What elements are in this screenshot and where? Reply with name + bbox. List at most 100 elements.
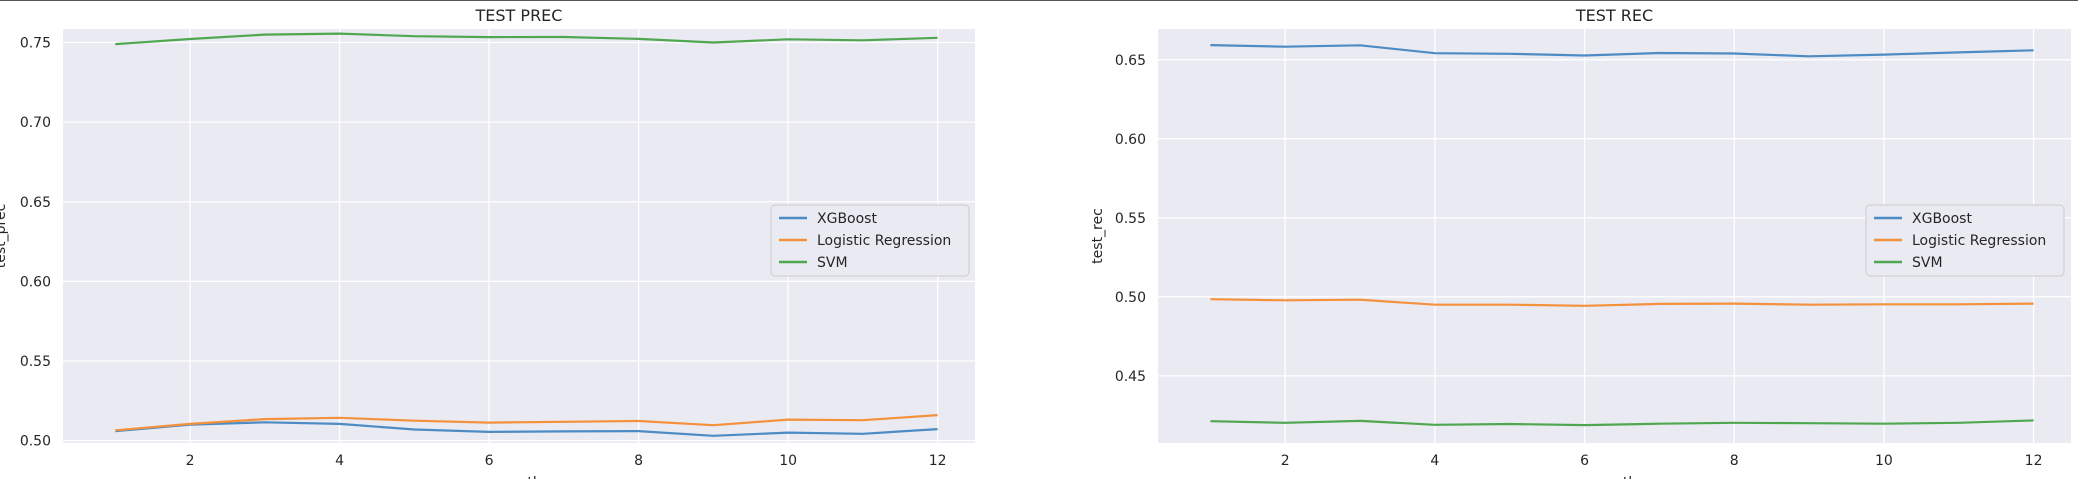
data-point (1434, 424, 1436, 426)
data-point (1958, 303, 1960, 305)
y-tick-label: 0.50 (20, 434, 51, 450)
data-point (189, 38, 191, 40)
data-point (563, 421, 565, 423)
series-line-logistic-regression (115, 414, 938, 432)
data-point (1209, 420, 1211, 422)
data-point (1883, 423, 1885, 425)
series-line-svm (1210, 419, 2034, 427)
x-tick-label: 8 (634, 453, 643, 469)
data-point (1434, 304, 1436, 306)
series-line-xgboost (1210, 44, 2034, 58)
data-point (1658, 52, 1660, 54)
x-axis-label: month (496, 475, 541, 479)
data-point (862, 433, 864, 435)
legend-box (770, 204, 970, 277)
x-tick-label: 4 (335, 453, 344, 469)
x-tick-label: 6 (1580, 453, 1589, 469)
chart-panel-2: 2 4 6 8 10 12 0.45 0.50 0.55 0.60 0.65 TEST REC mont… (1090, 6, 2071, 483)
data-point (1883, 303, 1885, 305)
data-point (1209, 298, 1211, 300)
y-tick-label: 0.60 (20, 274, 51, 290)
data-point (264, 421, 266, 423)
data-point (189, 423, 191, 425)
data-point (787, 431, 789, 433)
data-point (1733, 422, 1735, 424)
x-axis-label: month (1592, 475, 1637, 479)
legend: XGBoost Logistic Regression SVM (770, 204, 970, 277)
data-point (1434, 52, 1436, 54)
y-axis-label: test_prec (0, 204, 9, 269)
data-point (413, 35, 415, 37)
data-point (2032, 302, 2034, 304)
data-point (1583, 54, 1585, 56)
chart-title: TEST PREC (475, 6, 563, 25)
data-point (114, 429, 116, 431)
data-point (637, 38, 639, 40)
data-point (1359, 420, 1361, 422)
y-tick-label: 0.75 (20, 36, 51, 52)
data-point (1808, 304, 1810, 306)
series-line-svm (115, 32, 938, 46)
x-tick-label: 2 (186, 453, 195, 469)
y-tick-label: 0.60 (1115, 132, 1146, 148)
legend-label: XGBoost (1912, 211, 1972, 227)
data-point (936, 428, 938, 430)
data-point (712, 41, 714, 43)
x-tick-label: 10 (1875, 453, 1893, 469)
y-tick-label: 0.65 (1115, 53, 1146, 69)
data-point (637, 420, 639, 422)
x-tick-label: 4 (1430, 453, 1439, 469)
data-point (1284, 45, 1286, 47)
data-point (563, 36, 565, 38)
legend-box (1865, 204, 2065, 277)
legend: XGBoost Logistic Regression SVM (1865, 204, 2065, 277)
data-point (264, 33, 266, 35)
data-point (1509, 304, 1511, 306)
data-point (338, 32, 340, 34)
data-point (1359, 44, 1361, 46)
legend-label: SVM (817, 255, 848, 271)
data-point (488, 431, 490, 433)
data-point (1808, 55, 1810, 57)
data-point (712, 435, 714, 437)
chart-title: TEST REC (1575, 6, 1653, 25)
chart-panel-1: 2 4 6 8 10 12 0.50 0.55 0.60 0.65 0.70 0.75 TEST PRE… (0, 6, 975, 483)
legend-label: XGBoost (817, 211, 877, 227)
data-point (1808, 422, 1810, 424)
data-point (637, 430, 639, 432)
data-point (712, 424, 714, 426)
data-point (1583, 305, 1585, 307)
data-point (2032, 419, 2034, 421)
y-tick-label: 0.45 (1115, 369, 1146, 385)
data-point (1284, 299, 1286, 301)
data-point (114, 43, 116, 45)
data-point (862, 419, 864, 421)
data-point (787, 38, 789, 40)
legend-label: Logistic Regression (817, 233, 951, 249)
data-point (1583, 424, 1585, 426)
y-tick-label: 0.70 (20, 115, 51, 131)
data-point (413, 420, 415, 422)
data-point (1958, 51, 1960, 53)
y-axis-label: test_rec (1090, 208, 1106, 264)
series-line-xgboost (115, 421, 938, 437)
data-point (413, 428, 415, 430)
x-tick-label: 8 (1730, 453, 1739, 469)
y-tick-label: 0.55 (1115, 211, 1146, 227)
data-point (488, 36, 490, 38)
series-line-logistic-regression (1210, 298, 2034, 307)
legend-label: Logistic Regression (1912, 233, 2046, 249)
data-point (563, 430, 565, 432)
data-point (1883, 53, 1885, 55)
data-point (787, 418, 789, 420)
data-point (488, 421, 490, 423)
y-tick-label: 0.50 (1115, 290, 1146, 306)
y-tick-label: 0.65 (20, 195, 51, 211)
x-tick-label: 6 (485, 453, 494, 469)
x-tick-label: 12 (2025, 453, 2043, 469)
data-point (264, 418, 266, 420)
data-point (1209, 44, 1211, 46)
data-point (936, 37, 938, 39)
